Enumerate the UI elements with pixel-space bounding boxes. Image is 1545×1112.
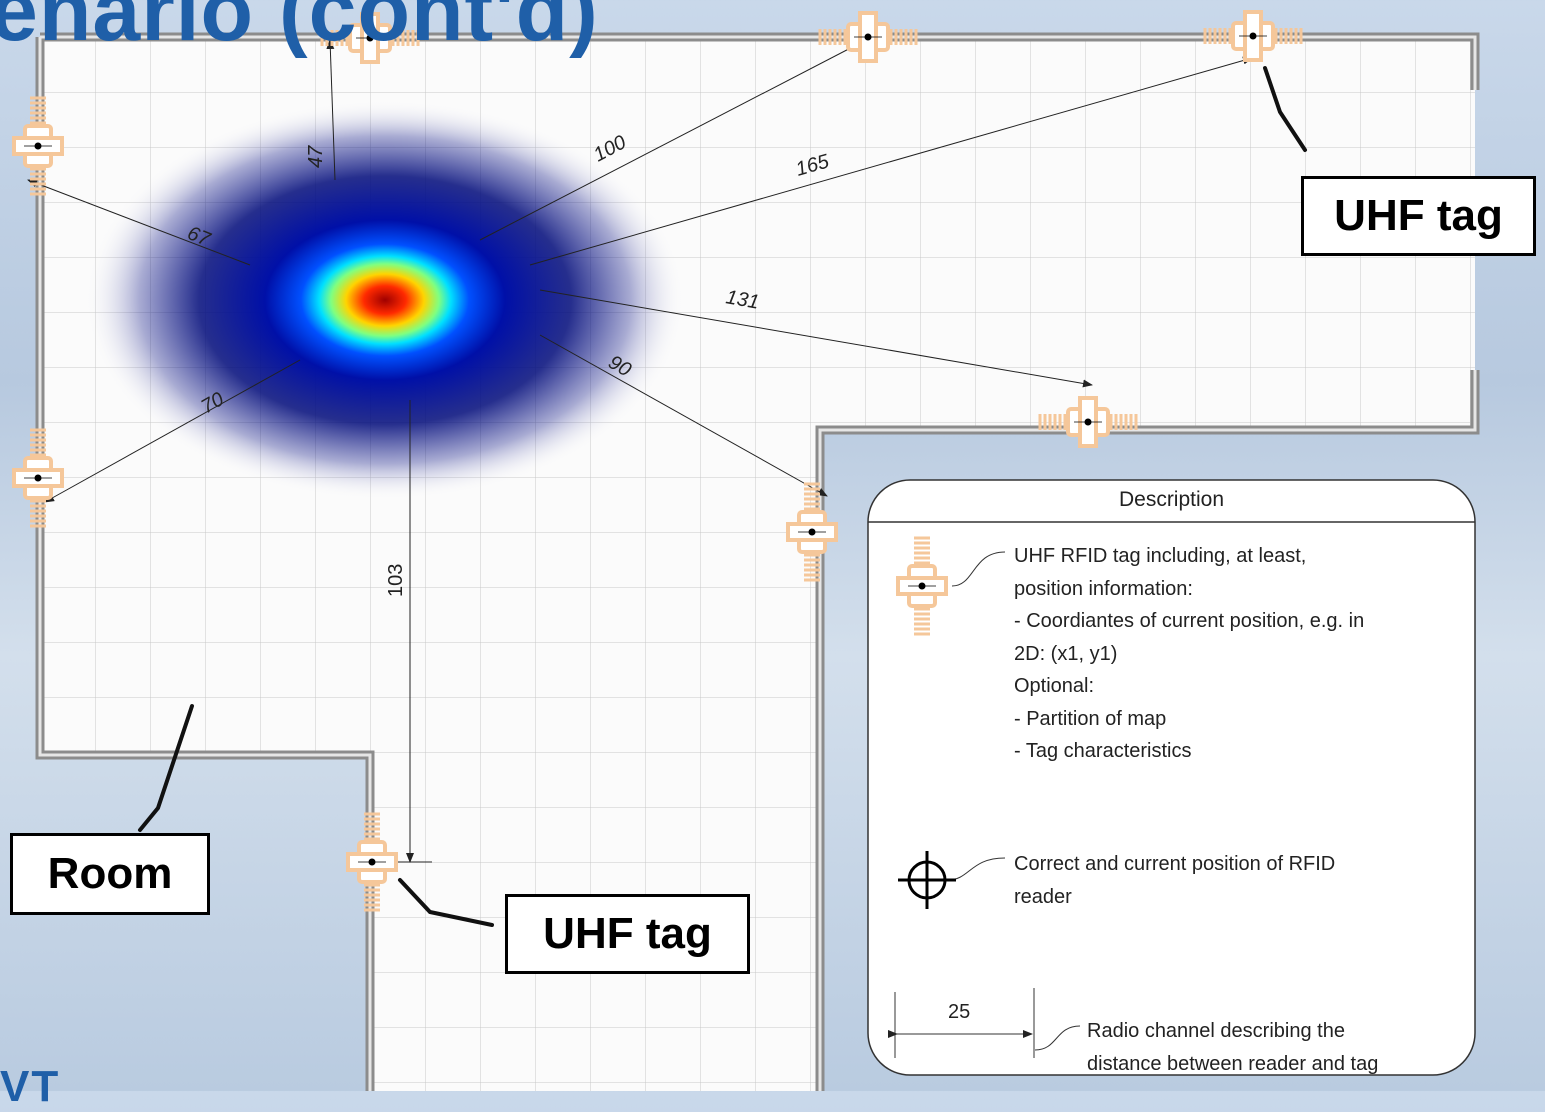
scale-bar — [888, 988, 1035, 1058]
legend-reader-line: reader — [1014, 885, 1072, 908]
distance-label-103: 103 — [385, 564, 407, 597]
tags-layer — [12, 10, 1303, 912]
legend-uhf-tag-icon — [896, 536, 948, 636]
legend-scale-value: 25 — [948, 1001, 971, 1023]
legend-channel-line: Radio channel describing the — [1087, 1020, 1345, 1042]
legend-title: Description — [1118, 488, 1225, 511]
uhf-tag-icon — [12, 96, 64, 196]
uhf-tag-icon — [786, 482, 838, 582]
uhf-tag-icon — [1038, 396, 1138, 448]
legend-box — [867, 479, 1476, 1076]
legend-tag-line: - Tag characteristics — [1014, 740, 1192, 762]
uhf-tag-icon — [346, 812, 398, 912]
slide-title: enario (cont'd) — [0, 0, 599, 59]
callout-pointer-bottom — [398, 878, 494, 927]
legend-reader-description: Correct and current position of RFID rea… — [1014, 848, 1454, 913]
legend-channel-description: Radio channel describing the distance be… — [1087, 1015, 1467, 1080]
uhf-tag-icon — [1203, 10, 1303, 62]
callout-room: Room — [10, 833, 210, 915]
legend-reader-line: Correct and current position of RFID — [1014, 853, 1336, 875]
legend-tag-line: position information: — [1014, 577, 1193, 600]
uhf-tag-icon — [818, 11, 918, 63]
legend-tag-line: UHF RFID tag including, at least, — [1014, 545, 1307, 567]
callout-pointer-top — [1263, 66, 1307, 152]
legend-tag-line: Optional: — [1014, 675, 1095, 697]
uhf-tag-icon — [12, 428, 64, 528]
crosshair-icon — [898, 851, 956, 909]
legend-tag-line: - Coordiantes of current position, e.g. … — [1014, 610, 1365, 632]
callout-pointer-room — [138, 704, 194, 832]
legend-tag-line: - Partition of map — [1014, 707, 1167, 730]
callout-uhf-tag-top: UHF tag — [1301, 176, 1536, 256]
distance-lines — [27, 39, 1253, 863]
legend-tag-description: UHF RFID tag including, at least, positi… — [1014, 540, 1454, 768]
callout-uhf-tag-bottom: UHF tag — [505, 894, 750, 974]
distance-label-47: 47 — [305, 145, 327, 168]
signal-heatmap — [85, 100, 685, 500]
uhf-tag-icon — [320, 12, 420, 64]
legend-channel-line: distance between reader and tag — [1087, 1052, 1379, 1075]
logo-fragment: VT — [0, 1062, 61, 1111]
legend-tag-line: 2D: (x1, y1) — [1014, 642, 1118, 665]
